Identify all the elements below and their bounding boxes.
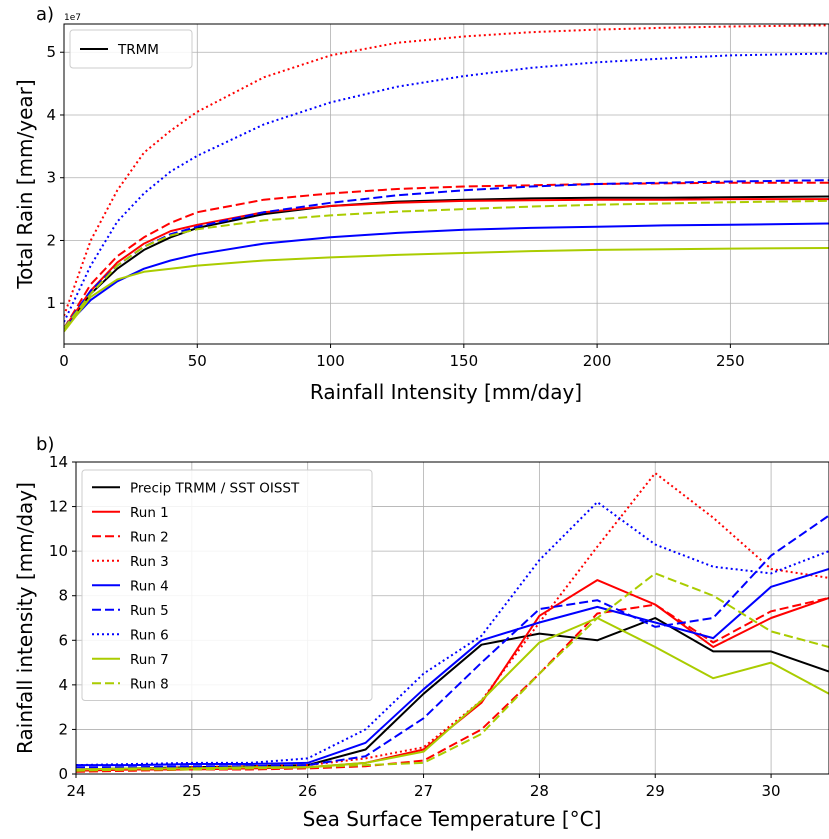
series-line-2: [64, 181, 829, 329]
series-line-6: [64, 52, 829, 323]
y-tick-label: 12: [49, 498, 68, 516]
y-tick-label: 0: [58, 765, 68, 783]
y-tick-label: 2: [58, 720, 68, 738]
legend-box: [81, 469, 373, 701]
panel-a-ticks: 0 50 100 150 200 250 1 2 3 4 5: [46, 43, 744, 370]
legend-label: Run 6: [130, 627, 169, 643]
series-line-1: [64, 198, 829, 329]
y-tick-label: 4: [58, 676, 68, 694]
series-line-4: [64, 222, 829, 329]
series-line-7: [64, 247, 829, 333]
x-tick-label: 26: [298, 782, 317, 800]
legend-label: Run 7: [130, 652, 169, 668]
y-tick-label: 2: [46, 231, 56, 249]
series-line-6: [76, 501, 829, 767]
panel-a-label: a): [36, 4, 54, 25]
panel-a-legend: TRMM: [69, 29, 193, 69]
legend-label: Run 3: [130, 554, 169, 570]
series-line-8: [64, 199, 829, 329]
series-line-0: [64, 195, 829, 329]
panel-b-legend: Precip TRMM / SST OISST Run 1 Run 2 Run 3 Ru…: [81, 469, 373, 701]
panel-a-grid: [63, 24, 829, 344]
legend-label: Run 4: [130, 578, 169, 594]
x-tick-label: 25: [182, 782, 201, 800]
panel-a-offset-text: 1e7: [64, 13, 81, 23]
panel-a: a) 1e7 0 50 100 150 200 250 1 2 3 4 5 Rainfall Int…: [13, 4, 829, 404]
panel-b-label: b): [36, 434, 54, 455]
legend-label: Run 1: [130, 505, 169, 521]
series-line-4: [76, 568, 829, 767]
series-line-3: [64, 24, 829, 317]
panel-b-frame: [75, 461, 829, 775]
x-tick-label: 150: [450, 352, 479, 370]
panel-a-ylabel: Total Rain [mm/year]: [13, 79, 37, 289]
panel-b-ylabel: Rainfall intensity [mm/day]: [13, 482, 37, 754]
legend-label: Run 5: [130, 603, 169, 619]
x-tick-label: 29: [646, 782, 665, 800]
x-tick-label: 250: [716, 352, 745, 370]
x-tick-label: 50: [188, 352, 207, 370]
y-tick-label: 10: [49, 542, 68, 560]
series-line-8: [76, 572, 829, 772]
panel-b-xlabel: Sea Surface Temperature [°C]: [303, 807, 602, 831]
legend-label: Run 8: [130, 676, 169, 692]
y-tick-label: 14: [49, 453, 68, 471]
y-tick-label: 1: [46, 294, 56, 312]
x-tick-label: 24: [66, 782, 85, 800]
y-tick-label: 5: [46, 43, 56, 61]
y-tick-label: 3: [46, 169, 56, 187]
y-tick-label: 6: [58, 631, 68, 649]
x-tick-label: 27: [414, 782, 433, 800]
legend-box: [69, 29, 193, 69]
legend-label: TRMM: [117, 42, 159, 58]
x-tick-label: 200: [583, 352, 612, 370]
x-tick-label: 100: [316, 352, 345, 370]
series-line-5: [76, 514, 829, 769]
y-tick-label: 8: [58, 587, 68, 605]
y-tick-label: 4: [46, 106, 56, 124]
panel-a-frame: [63, 23, 829, 345]
x-tick-label: 28: [530, 782, 549, 800]
legend-label: Precip TRMM / SST OISST: [130, 480, 300, 496]
series-line-7: [76, 617, 829, 771]
panel-a-xlabel: Rainfall Intensity [mm/day]: [310, 380, 582, 404]
legend-label: Run 2: [130, 529, 169, 545]
x-tick-label: 0: [59, 352, 69, 370]
panel-a-series: [64, 24, 829, 333]
panel-b-series: [76, 472, 829, 773]
x-tick-label: 30: [762, 782, 781, 800]
